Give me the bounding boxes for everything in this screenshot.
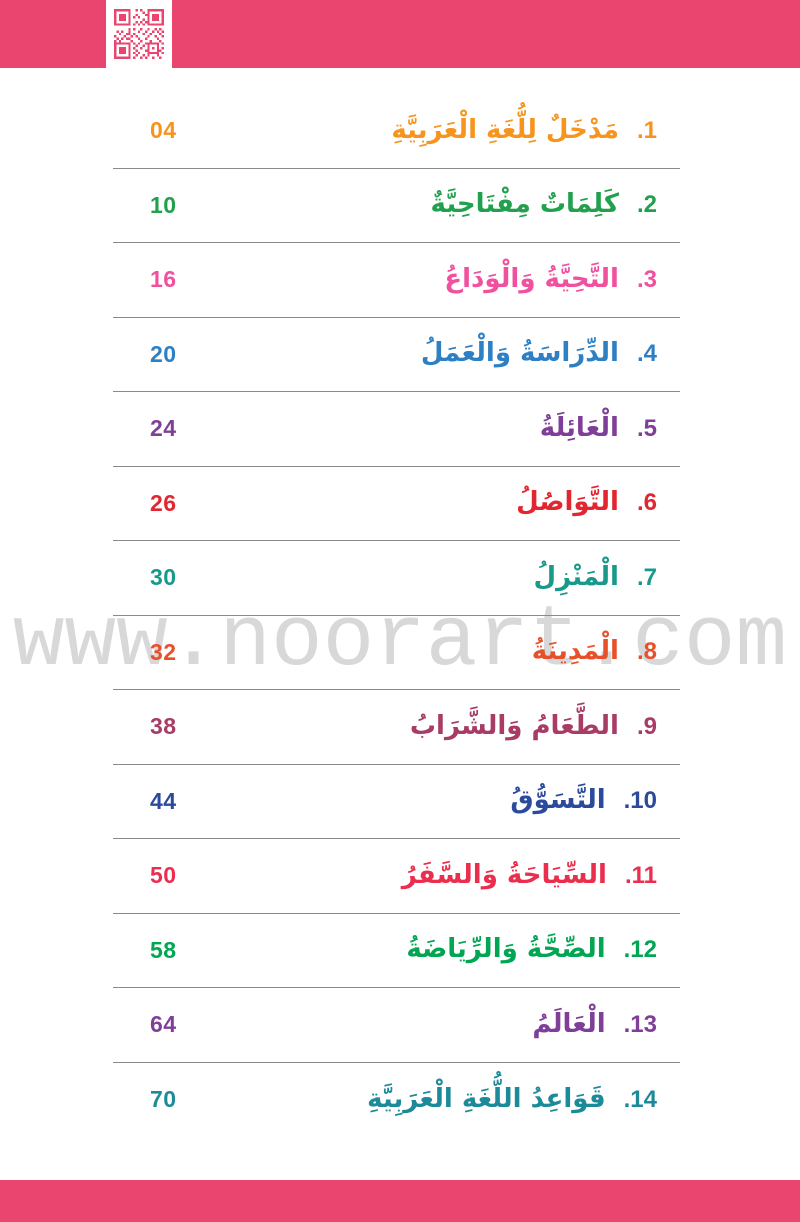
toc-entry: 8. الْمَدِينَةُ	[532, 633, 657, 671]
entry-number: 13.	[623, 1010, 657, 1038]
entry-title: قَوَاعِدُ اللُّغَةِ الْعَرَبِيَّةِ	[367, 1083, 606, 1114]
qr-code-box	[106, 0, 172, 72]
toc-row-1: 04 1. مَدْخَلٌ لِلُّغَةِ الْعَرَبِيَّةِ	[113, 94, 680, 169]
page-number: 44	[150, 787, 177, 814]
toc-entry: 14. قَوَاعِدُ اللُّغَةِ الْعَرَبِيَّةِ	[367, 1081, 657, 1119]
toc-entry: 4. الدِّرَاسَةُ وَالْعَمَلُ	[421, 335, 657, 373]
entry-number: 5.	[636, 414, 657, 442]
entry-number: 12.	[623, 936, 657, 964]
entry-number: 3.	[636, 265, 657, 293]
page-number: 24	[150, 415, 177, 442]
entry-title: الطَّعَامُ وَالشَّرَابُ	[409, 710, 619, 741]
toc-row-6: 26 6. التَّوَاصُلُ	[113, 467, 680, 541]
entry-title: التَّحِيَّةُ وَالْوَدَاعُ	[444, 263, 619, 294]
entry-number: 10.	[623, 787, 657, 815]
entry-number: 7.	[636, 563, 657, 591]
qr-code-icon	[114, 9, 164, 59]
entry-title: الْمَدِينَةُ	[531, 636, 619, 667]
toc-list: 04 1. مَدْخَلٌ لِلُّغَةِ الْعَرَبِيَّةِ …	[113, 94, 680, 1137]
entry-number: 1.	[636, 116, 657, 144]
page-number: 30	[150, 564, 177, 591]
page-number: 50	[150, 862, 177, 889]
entry-title: الْمَنْزِلُ	[533, 561, 619, 592]
entry-title: الْعَالَمُ	[532, 1008, 606, 1039]
entry-title: التَّوَاصُلُ	[516, 487, 619, 518]
toc-entry: 12. الصِّحَّةُ وَالرِّيَاضَةُ	[406, 931, 657, 969]
toc-row-5: 24 5. الْعَائِلَةُ	[113, 392, 680, 467]
toc-entry: 13. الْعَالَمُ	[532, 1006, 657, 1044]
page-number: 32	[150, 638, 177, 665]
entry-title: السِّيَاحَةُ وَالسَّفَرُ	[401, 859, 607, 890]
watermark: www.noorart.com	[12, 592, 788, 690]
page-number: 20	[150, 340, 177, 367]
toc-row-10: 44 10. التَّسَوُّقُ	[113, 765, 680, 839]
entry-title: كَلِمَاتٌ مِفْتَاحِيَّةٌ	[430, 189, 619, 220]
toc-entry: 5. الْعَائِلَةُ	[540, 410, 657, 448]
entry-title: مَدْخَلٌ لِلُّغَةِ الْعَرَبِيَّةِ	[391, 114, 619, 145]
page-number: 16	[150, 266, 177, 293]
toc-row-9: 38 9. الطَّعَامُ وَالشَّرَابُ	[113, 690, 680, 765]
bottom-brand-band	[0, 1180, 800, 1222]
toc-entry: 10. التَّسَوُّقُ	[510, 782, 657, 820]
toc-entry: 6. التَّوَاصُلُ	[516, 484, 657, 522]
entry-title: الصِّحَّةُ وَالرِّيَاضَةُ	[406, 934, 606, 965]
toc-entry: 9. الطَّعَامُ وَالشَّرَابُ	[410, 708, 657, 746]
page-number: 38	[150, 713, 177, 740]
page-number: 58	[150, 936, 177, 963]
toc-row-2: 10 2. كَلِمَاتٌ مِفْتَاحِيَّةٌ	[113, 169, 680, 243]
entry-number: 6.	[636, 489, 657, 517]
toc-entry: 11. السِّيَاحَةُ وَالسَّفَرُ	[402, 857, 657, 895]
entry-title: الْعَائِلَةُ	[539, 412, 619, 443]
entry-title: التَّسَوُّقُ	[510, 785, 606, 816]
toc-row-13: 64 13. الْعَالَمُ	[113, 988, 680, 1063]
toc-row-3: 16 3. التَّحِيَّةُ وَالْوَدَاعُ	[113, 243, 680, 318]
page-number: 10	[150, 191, 177, 218]
entry-number: 2.	[636, 191, 657, 219]
toc-row-14: 70 14. قَوَاعِدُ اللُّغَةِ الْعَرَبِيَّة…	[113, 1063, 680, 1138]
page-number: 26	[150, 489, 177, 516]
entry-number: 11.	[624, 861, 657, 889]
toc-row-11: 50 11. السِّيَاحَةُ وَالسَّفَرُ	[113, 839, 680, 914]
toc-entry: 3. التَّحِيَّةُ وَالْوَدَاعُ	[444, 261, 657, 299]
toc-row-7: 30 7. الْمَنْزِلُ	[113, 541, 680, 616]
entry-number: 4.	[636, 340, 657, 368]
entry-title: الدِّرَاسَةُ وَالْعَمَلُ	[420, 338, 619, 369]
page-number: 70	[150, 1086, 177, 1113]
page-number: 04	[150, 117, 177, 144]
toc-row-4: 20 4. الدِّرَاسَةُ وَالْعَمَلُ	[113, 318, 680, 392]
page-number: 64	[150, 1011, 177, 1038]
toc-row-12: 58 12. الصِّحَّةُ وَالرِّيَاضَةُ	[113, 914, 680, 988]
entry-number: 14.	[623, 1085, 657, 1113]
entry-number: 8.	[636, 638, 657, 666]
toc-entry: 7. الْمَنْزِلُ	[534, 559, 657, 597]
toc-row-8: 32 8. الْمَدِينَةُ	[113, 616, 680, 690]
toc-entry: 1. مَدْخَلٌ لِلُّغَةِ الْعَرَبِيَّةِ	[391, 112, 657, 150]
entry-number: 9.	[636, 712, 657, 740]
toc-entry: 2. كَلِمَاتٌ مِفْتَاحِيَّةٌ	[431, 186, 657, 224]
